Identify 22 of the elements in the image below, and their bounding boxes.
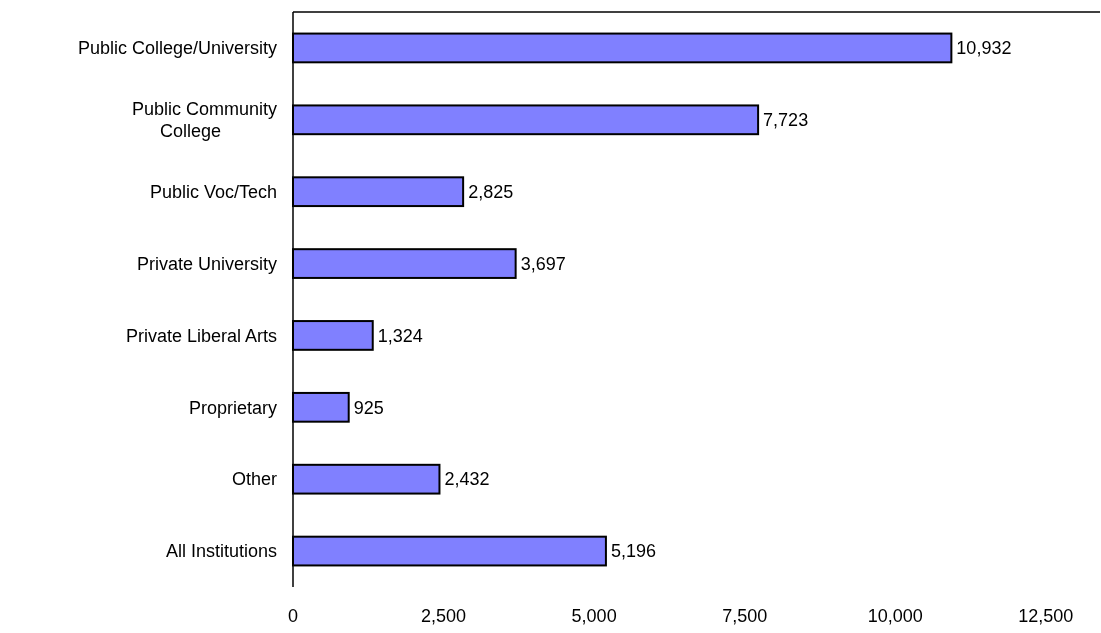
- data-label: 1,324: [377, 325, 423, 346]
- data-label: 2,825: [468, 181, 514, 202]
- data-label: 3,697: [520, 253, 566, 274]
- y-tick-label: Private Liberal Arts: [125, 325, 277, 346]
- x-tick-label: 0: [287, 606, 299, 626]
- x-tick-label: 7,500: [722, 606, 768, 626]
- x-tick-label: 2,500: [421, 606, 467, 626]
- y-tick-label: Other: [231, 469, 277, 490]
- y-tick-label: Proprietary: [188, 397, 277, 418]
- data-label: 10,932: [956, 38, 1012, 59]
- x-tick-label: 10,000: [867, 606, 923, 626]
- y-tick-label: Public Voc/Tech: [149, 181, 277, 202]
- y-tick-label: Public Community College: [131, 99, 277, 142]
- data-label: 7,723: [763, 110, 809, 131]
- y-tick-label: Private University: [136, 253, 277, 274]
- data-label: 5,196: [610, 541, 656, 562]
- data-label: 2,432: [444, 469, 490, 490]
- y-tick-label: All Institutions: [165, 541, 277, 562]
- data-label: 925: [353, 397, 384, 418]
- x-tick-label: 12,500: [1018, 606, 1074, 626]
- y-tick-label: Public College/University: [77, 38, 277, 59]
- x-tick-label: 5,000: [571, 606, 617, 626]
